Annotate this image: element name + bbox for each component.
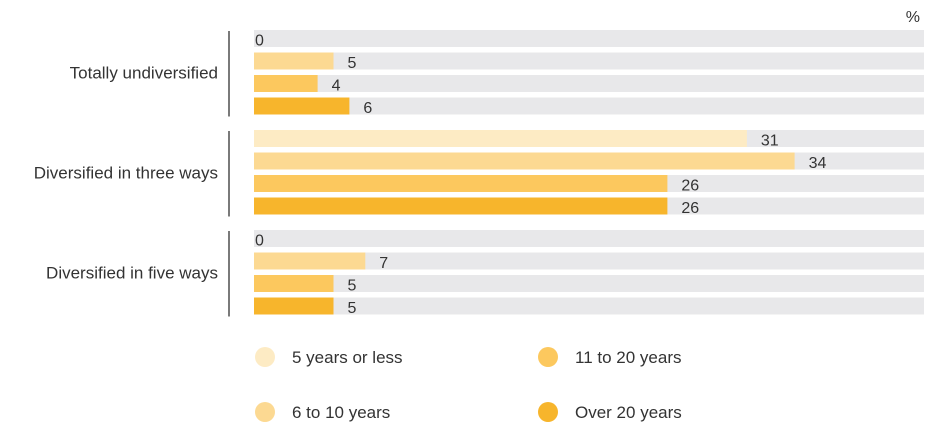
legend: 5 years or less 6 to 10 years 11 to 20 yea… xyxy=(255,347,682,422)
category-label: Totally undiversified xyxy=(70,63,218,82)
bar xyxy=(254,75,318,92)
category-groups: Totally undiversified Diversified in thre… xyxy=(34,31,230,317)
legend-label: 5 years or less xyxy=(292,348,403,367)
data-label: 26 xyxy=(681,200,699,217)
bar-track xyxy=(254,52,924,70)
data-label: 4 xyxy=(332,78,341,95)
legend-swatch xyxy=(538,347,558,367)
bar-track xyxy=(254,75,924,92)
category-label: Diversified in three ways xyxy=(34,163,218,182)
legend-swatch xyxy=(538,402,558,422)
bar-track xyxy=(254,230,924,247)
bar xyxy=(254,152,795,170)
bar xyxy=(254,252,366,270)
data-label: 6 xyxy=(363,100,372,117)
bar xyxy=(254,275,334,292)
data-label: 34 xyxy=(809,155,827,172)
legend-swatch xyxy=(255,347,275,367)
bar xyxy=(254,130,747,147)
bar xyxy=(254,297,334,315)
data-label: 5 xyxy=(348,55,357,72)
data-label: 5 xyxy=(348,300,357,317)
bar xyxy=(254,175,668,192)
data-label: 31 xyxy=(761,133,779,150)
unit-label: % xyxy=(906,9,920,26)
legend-swatch xyxy=(255,402,275,422)
bar-track xyxy=(254,297,924,315)
legend-label: 11 to 20 years xyxy=(575,348,681,367)
bar-track xyxy=(254,30,924,47)
data-label: 26 xyxy=(681,178,699,195)
bar xyxy=(254,197,668,215)
bar xyxy=(254,52,334,70)
data-label: 0 xyxy=(255,233,264,250)
data-label: 0 xyxy=(255,33,264,50)
bar-track xyxy=(254,97,924,115)
legend-label: 6 to 10 years xyxy=(292,403,390,422)
bar-track xyxy=(254,252,924,270)
bar-track xyxy=(254,275,924,292)
category-label: Diversified in five ways xyxy=(46,263,218,282)
data-label: 5 xyxy=(348,278,357,295)
bar xyxy=(254,97,350,115)
data-label: 7 xyxy=(379,255,388,272)
legend-label: Over 20 years xyxy=(575,403,682,422)
